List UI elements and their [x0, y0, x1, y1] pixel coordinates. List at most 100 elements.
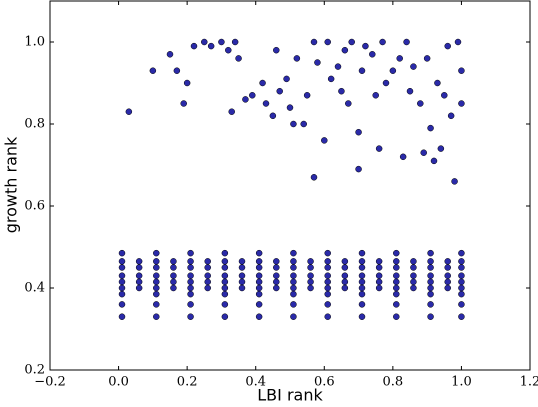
point: [187, 264, 194, 271]
point: [355, 128, 362, 136]
point: [170, 284, 177, 292]
point: [324, 272, 331, 279]
point: [427, 301, 434, 308]
point: [324, 290, 331, 298]
point: [369, 51, 376, 58]
point: [393, 272, 400, 279]
point: [290, 290, 297, 298]
point: [221, 258, 229, 265]
point: [153, 278, 160, 286]
point: [135, 272, 143, 279]
point: [255, 258, 263, 265]
point: [341, 272, 349, 279]
point: [221, 284, 229, 292]
point: [135, 258, 143, 265]
point: [427, 313, 434, 320]
point: [324, 278, 331, 286]
point: [375, 264, 383, 271]
point: [187, 313, 194, 320]
point: [458, 278, 465, 286]
y-tick-label: 1.0: [24, 35, 45, 50]
point: [389, 67, 397, 74]
point: [410, 284, 417, 292]
point: [183, 79, 191, 87]
point: [255, 272, 263, 279]
point: [314, 59, 321, 66]
point: [458, 249, 465, 257]
point: [153, 284, 160, 292]
point: [393, 301, 400, 308]
point: [310, 38, 318, 46]
point: [118, 278, 126, 286]
point: [187, 284, 194, 292]
x-tick-label: 1.0: [451, 375, 472, 390]
point: [410, 258, 417, 265]
point: [444, 42, 451, 50]
point: [238, 278, 246, 286]
point: [458, 313, 465, 320]
point: [458, 301, 465, 308]
point: [348, 38, 355, 46]
point: [255, 278, 263, 286]
point: [382, 79, 390, 87]
point: [403, 38, 410, 46]
y-tick-label: 0.4: [24, 281, 45, 296]
point: [170, 272, 177, 279]
y-tick-label: 0.2: [24, 363, 45, 378]
point: [238, 258, 246, 265]
point: [430, 157, 438, 165]
y-tick-label: 0.8: [24, 117, 45, 132]
point: [358, 67, 366, 74]
point: [255, 313, 263, 320]
point: [153, 301, 160, 308]
point: [427, 264, 434, 271]
point: [341, 278, 349, 286]
x-tick-label: −0.2: [34, 375, 66, 390]
point: [135, 278, 143, 286]
point: [372, 92, 379, 99]
point: [307, 258, 314, 265]
point: [204, 258, 211, 265]
point: [420, 149, 427, 156]
point: [434, 79, 441, 87]
point: [187, 249, 194, 257]
point: [273, 278, 280, 286]
point: [273, 46, 280, 54]
point: [341, 46, 349, 54]
point: [393, 284, 400, 292]
point: [324, 38, 331, 46]
point: [447, 112, 455, 120]
point: [276, 87, 283, 95]
point: [149, 67, 157, 74]
point: [259, 79, 266, 87]
point: [235, 55, 242, 62]
point: [341, 264, 349, 271]
point: [362, 42, 369, 50]
point: [228, 108, 235, 115]
point: [187, 258, 194, 265]
point: [118, 258, 126, 265]
point: [458, 100, 465, 107]
point: [300, 120, 307, 128]
point: [135, 284, 143, 292]
point: [290, 301, 297, 308]
point: [118, 264, 126, 271]
point: [153, 272, 160, 279]
point: [290, 284, 297, 292]
point: [307, 284, 314, 292]
point: [358, 313, 366, 320]
x-tick-label: 0.4: [245, 375, 266, 390]
plot-frame: [49, 0, 531, 371]
point: [204, 278, 211, 286]
point: [393, 264, 400, 271]
point: [441, 92, 448, 99]
point: [153, 258, 160, 265]
point: [221, 290, 229, 298]
point: [204, 272, 211, 279]
x-tick-label: 0.6: [314, 375, 335, 390]
point: [437, 145, 445, 152]
point: [118, 301, 126, 308]
point: [273, 272, 280, 279]
point: [444, 264, 451, 271]
point: [454, 38, 462, 46]
